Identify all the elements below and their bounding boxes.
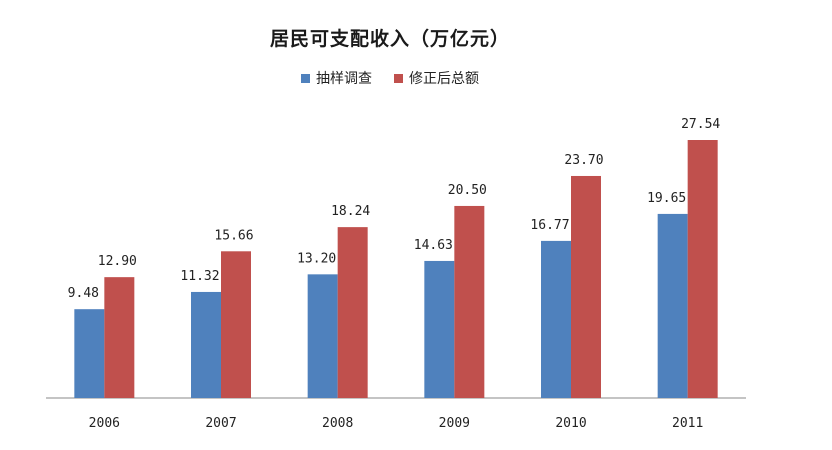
legend-swatch-series-1 <box>301 73 310 83</box>
x-tick-label-2008: 2008 <box>322 416 353 431</box>
x-tick-label-2009: 2009 <box>439 416 470 431</box>
legend-item-series-1: 抽样调查 <box>301 68 372 88</box>
x-tick-label-2007: 2007 <box>205 416 236 431</box>
x-tick-label-2010: 2010 <box>555 416 586 431</box>
data-label-series-1-2006: 9.48 <box>68 286 99 301</box>
bar-series-2-2011 <box>687 140 718 398</box>
data-label-series-2-2006: 12.90 <box>98 254 137 269</box>
legend: 抽样调查 修正后总额 <box>0 68 780 88</box>
bar-series-2-2007 <box>221 251 251 398</box>
data-label-series-2-2009: 20.50 <box>448 183 487 198</box>
legend-item-series-2: 修正后总额 <box>394 68 479 88</box>
data-label-series-1-2010: 16.77 <box>530 218 569 233</box>
data-label-series-2-2010: 23.70 <box>564 153 603 168</box>
data-label-series-2-2011: 27.54 <box>681 117 720 132</box>
data-label-series-1-2007: 11.32 <box>180 269 219 284</box>
x-tick-label-2011: 2011 <box>672 416 703 431</box>
legend-label-series-2: 修正后总额 <box>409 71 479 87</box>
bar-series-2-2010 <box>571 175 601 398</box>
bar-series-1-2009 <box>424 260 455 398</box>
chart-title: 居民可支配收入（万亿元） <box>269 28 510 50</box>
bar-series-2-2006 <box>104 277 135 398</box>
data-label-series-2-2007: 15.66 <box>214 228 253 243</box>
data-label-series-1-2008: 13.20 <box>297 251 336 266</box>
data-label-series-2-2008: 18.24 <box>331 204 370 219</box>
bar-series-2-2008 <box>337 227 368 398</box>
x-tick-label-2006: 2006 <box>89 416 120 431</box>
data-label-series-1-2009: 14.63 <box>414 238 453 253</box>
bar-series-1-2008 <box>307 274 338 398</box>
bar-series-2-2009 <box>454 205 485 398</box>
legend-swatch-series-2 <box>394 73 403 83</box>
bar-series-1-2007 <box>191 291 221 398</box>
bar-series-1-2011 <box>657 213 688 398</box>
bar-series-1-2006 <box>74 309 105 398</box>
bar-series-1-2010 <box>541 240 571 398</box>
data-label-series-1-2011: 19.65 <box>647 191 686 206</box>
legend-label-series-1: 抽样调查 <box>316 71 372 87</box>
